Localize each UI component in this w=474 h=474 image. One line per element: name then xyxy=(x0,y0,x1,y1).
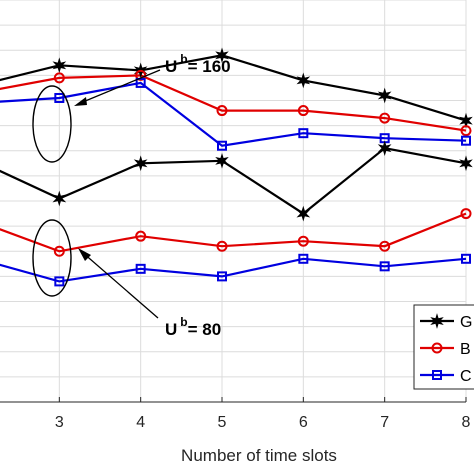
legend-marker-square xyxy=(432,370,442,380)
data-point-circle xyxy=(297,105,309,117)
data-point-star xyxy=(215,47,229,64)
data-point-star xyxy=(133,155,148,172)
data-point-circle xyxy=(379,240,391,252)
legend-label: C xyxy=(460,368,472,385)
data-point-star xyxy=(296,72,311,89)
data-point-star xyxy=(296,205,311,222)
grid-lines xyxy=(0,0,467,402)
data-point-star xyxy=(52,57,67,74)
data-point-circle xyxy=(53,72,65,84)
x-tick-label: 8 xyxy=(462,414,471,431)
data-point-circle xyxy=(297,235,309,247)
x-tick-label: 5 xyxy=(218,414,227,431)
legend-label: G xyxy=(460,314,472,331)
data-point-square xyxy=(54,276,65,287)
data-point-circle xyxy=(53,245,65,257)
data-point-square xyxy=(298,253,309,264)
annotation-arrowhead-80 xyxy=(78,248,91,261)
x-tick-label: 4 xyxy=(136,414,145,431)
annotation-arrow-80 xyxy=(81,251,159,319)
legend-marker-circle xyxy=(431,342,443,354)
data-point-square xyxy=(135,263,146,274)
data-point-square xyxy=(379,261,390,272)
legend: GBC xyxy=(413,304,474,390)
axes xyxy=(0,397,467,403)
data-point-star xyxy=(377,87,392,104)
data-point-star xyxy=(377,140,392,157)
x-tick-labels: 3 4 5 6 7 8 xyxy=(55,414,471,431)
data-point-circle xyxy=(379,112,391,124)
annotation-ellipse-160 xyxy=(32,85,72,163)
annotation-ellipse-80 xyxy=(32,219,72,297)
series-markers xyxy=(52,47,473,287)
data-point-square xyxy=(217,271,227,282)
data-point-circle xyxy=(216,240,228,252)
series-line xyxy=(0,74,467,132)
data-point-square xyxy=(298,128,309,139)
annotation-arrow-160 xyxy=(77,69,161,105)
data-point-star xyxy=(52,190,67,207)
x-tick-label: 7 xyxy=(380,414,389,431)
data-point-circle xyxy=(216,105,228,117)
series-line xyxy=(0,81,467,147)
data-point-square xyxy=(54,92,65,103)
series-line xyxy=(0,257,467,283)
x-axis-title: Number of time slots xyxy=(181,446,337,465)
legend-label: B xyxy=(460,341,471,358)
data-point-circle xyxy=(460,208,472,220)
series-line xyxy=(0,212,467,253)
data-point-star xyxy=(215,152,229,169)
data-point-star xyxy=(459,155,473,172)
data-point-square xyxy=(461,253,471,264)
data-point-square xyxy=(217,140,227,151)
data-point-circle xyxy=(460,125,472,137)
x-tick-label: 3 xyxy=(55,414,64,431)
data-point-square xyxy=(135,77,146,88)
x-tick-label: 6 xyxy=(299,414,308,431)
data-point-circle xyxy=(135,230,147,242)
annotation-arrowhead-160 xyxy=(74,97,87,106)
legend-marker-star xyxy=(430,313,444,329)
data-point-square xyxy=(461,135,471,146)
